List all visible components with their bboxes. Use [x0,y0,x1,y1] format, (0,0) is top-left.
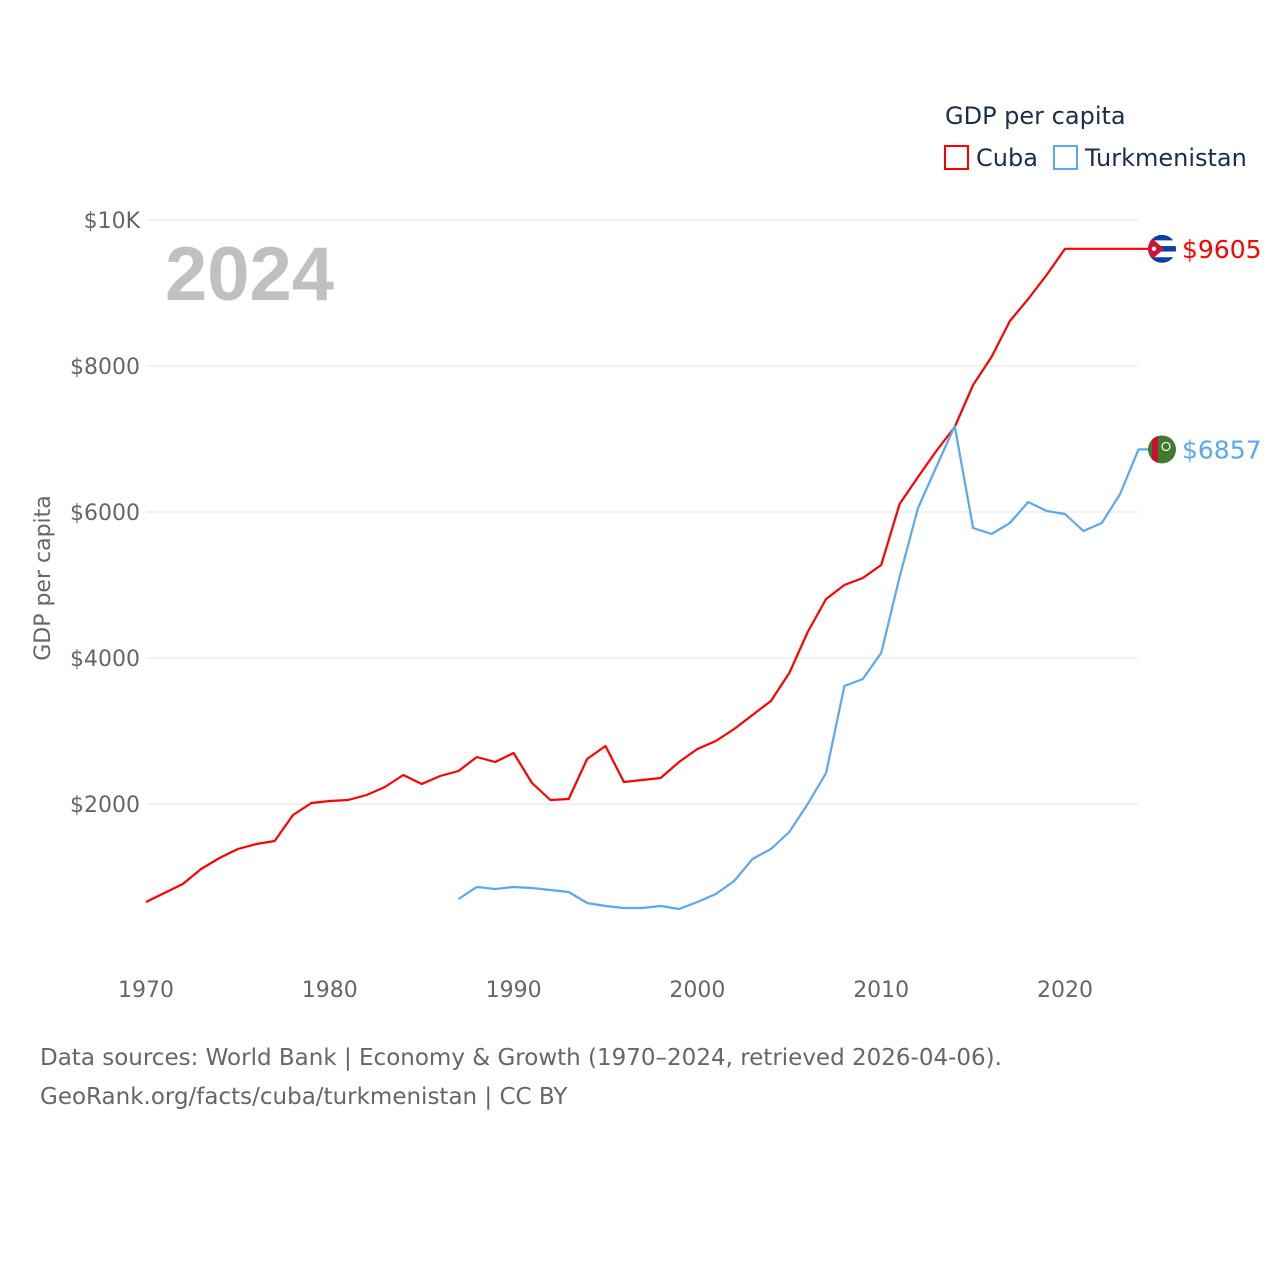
x-tick-label: 2000 [669,978,725,1003]
y-tick-label: $4000 [70,647,140,672]
source-line-1: Data sources: World Bank | Economy & Gro… [40,1045,1002,1071]
y-axis-label: GDP per capita [31,495,56,661]
y-tick-label: $8000 [70,355,140,380]
legend-label-turkmenistan: Turkmenistan [1084,144,1247,172]
y-tick-label: $10K [84,209,141,234]
turkmenistan-flag-icon [1148,435,1176,464]
x-tick-label: 1980 [302,978,358,1003]
x-tick-label: 2020 [1037,978,1093,1003]
gdp-line-chart: $2000 $4000 $6000 $8000 $10K 1970 1980 1990 200… [31,102,1262,1003]
x-tick-label: 1970 [118,978,174,1003]
source-line-2[interactable]: GeoRank.org/facts/cuba/turkmenistan | CC… [40,1084,568,1110]
legend-swatch-cuba [944,145,969,170]
x-tick-label: 2010 [853,978,909,1003]
y-tick-label: $2000 [70,793,140,818]
x-tick-label: 1990 [486,978,542,1003]
series-line-turkmenistan [457,424,1150,911]
cuba-flag-icon [1148,234,1176,263]
year-watermark: 2024 [165,232,334,317]
legend-title: GDP per capita [945,102,1126,130]
legend-swatch-turkmenistan [1053,145,1078,170]
end-label-cuba: $9605 [1182,235,1262,264]
series-line-cuba [145,247,1150,903]
legend-label-cuba: Cuba [976,144,1038,172]
end-label-turkmenistan: $6857 [1182,435,1262,464]
y-tick-label: $6000 [70,501,140,526]
